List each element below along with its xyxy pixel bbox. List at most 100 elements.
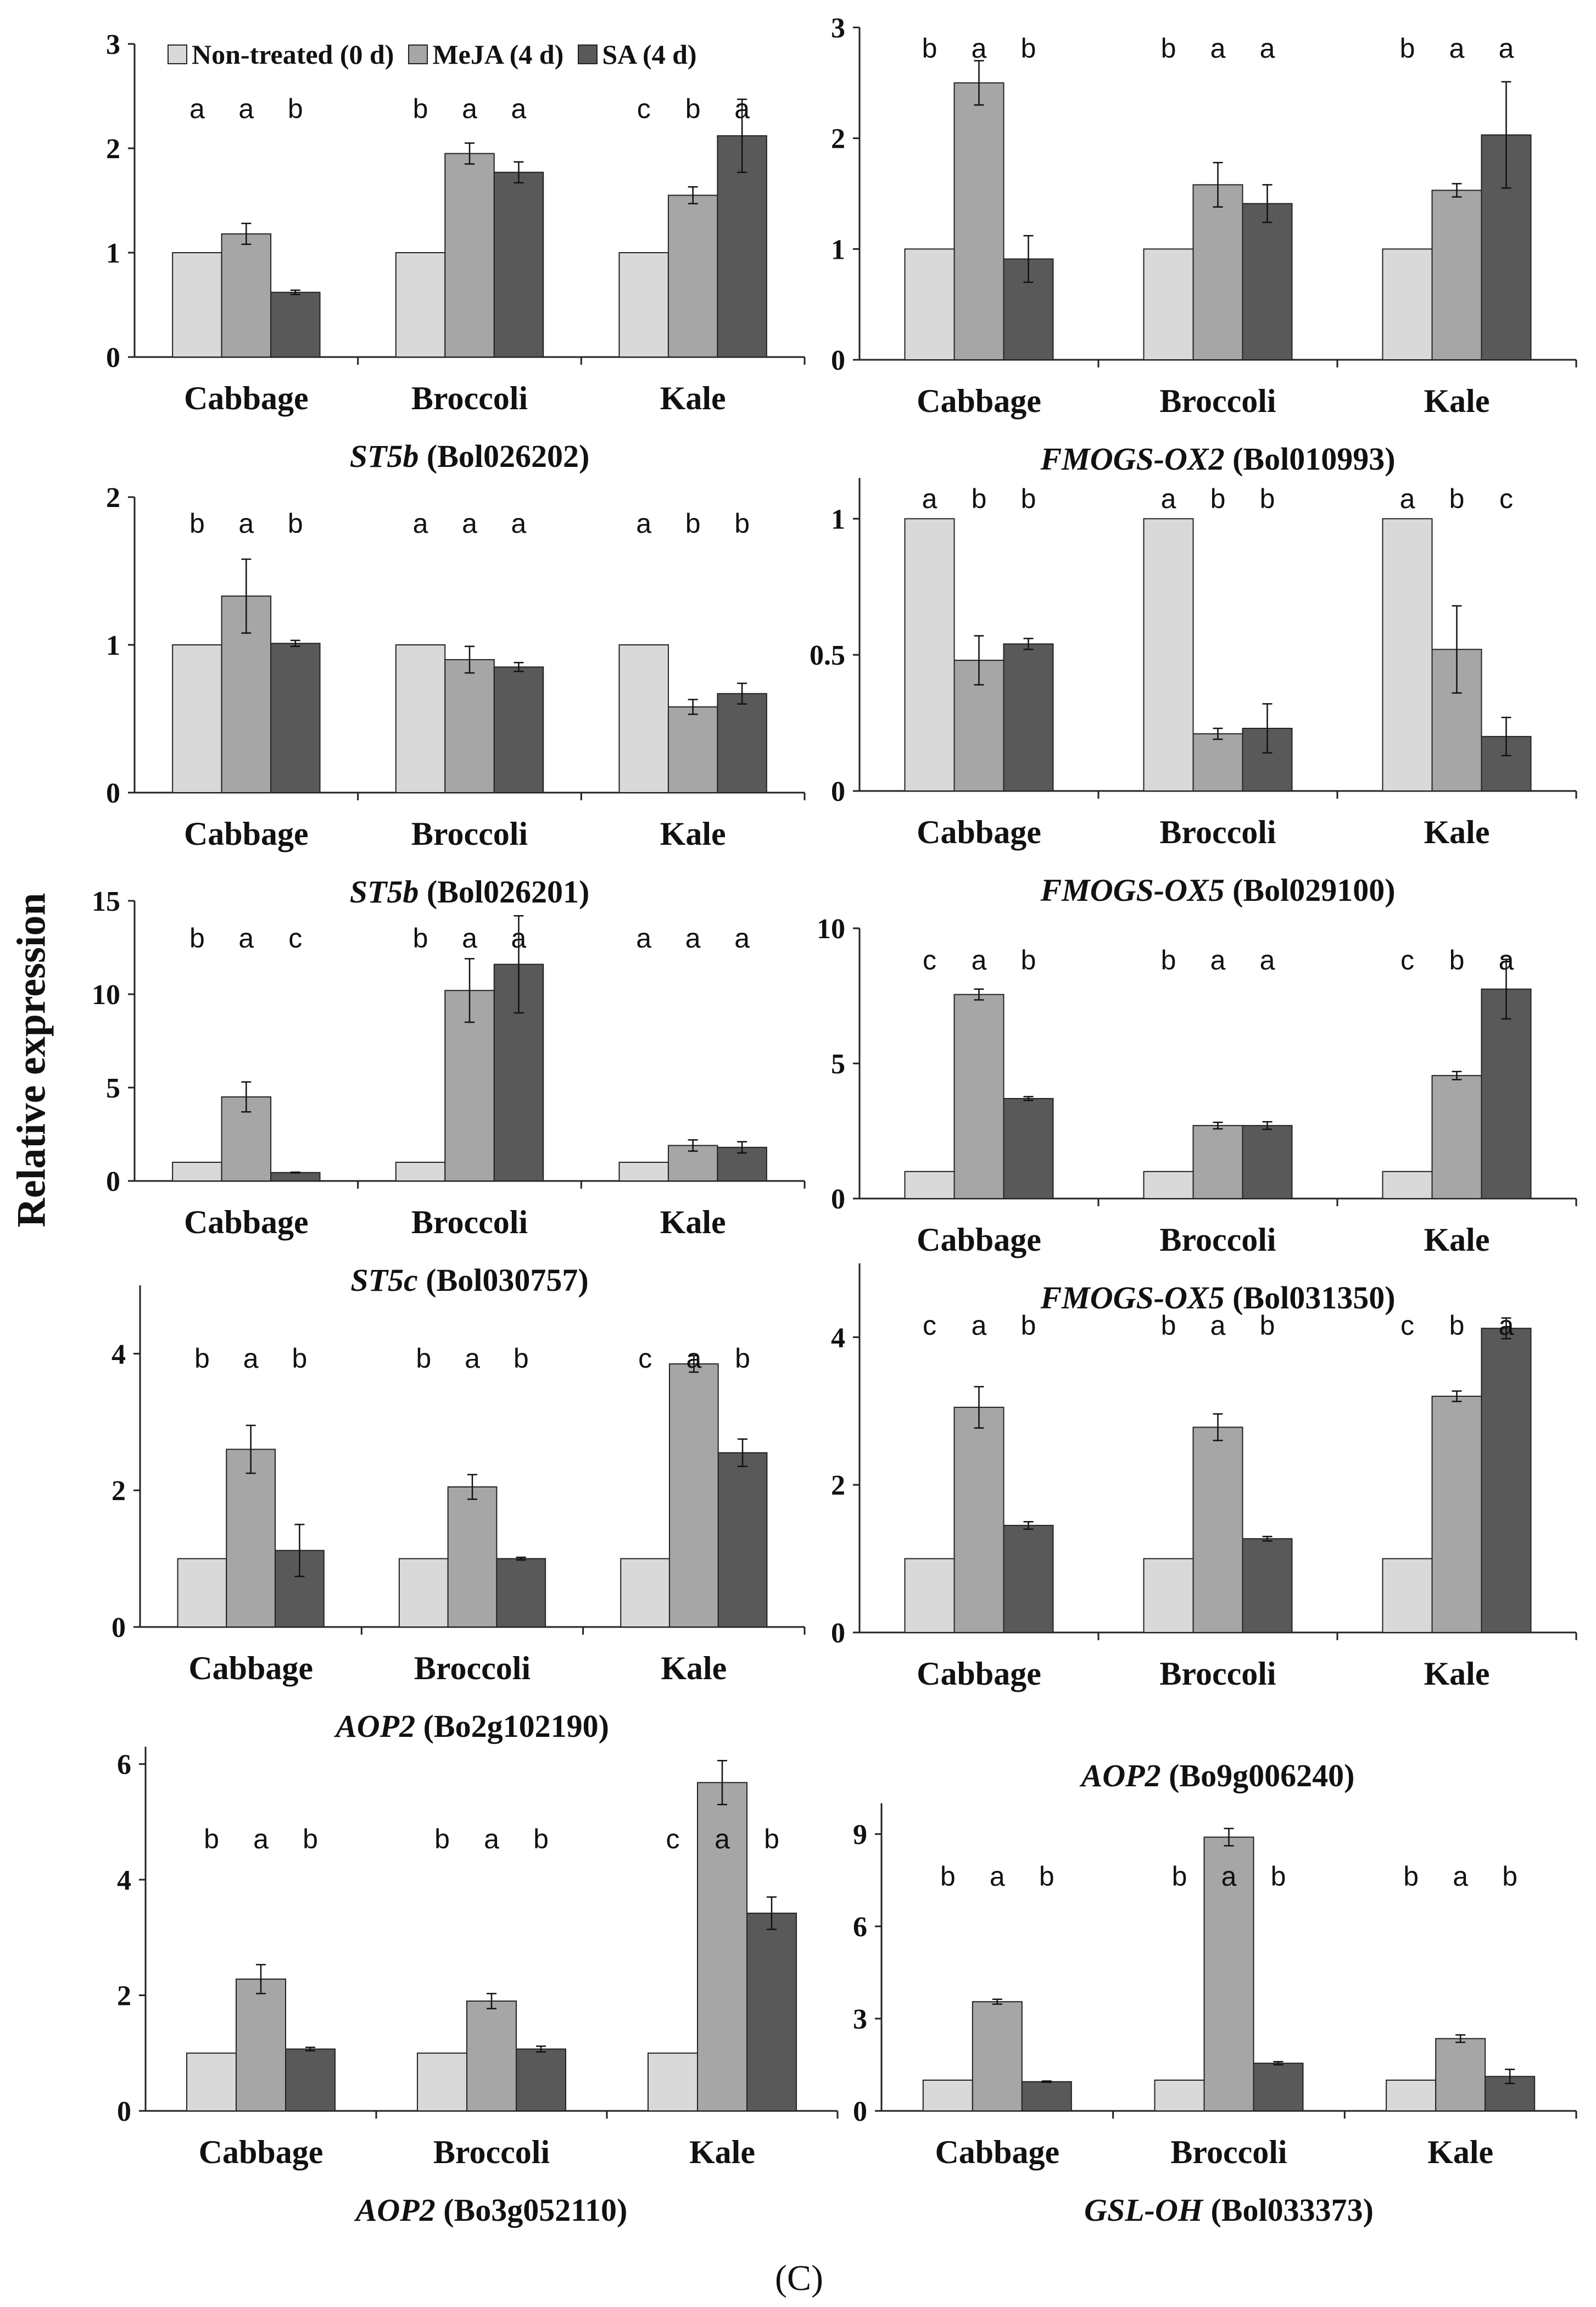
legend-label: SA (4 d) — [602, 39, 697, 70]
legend-label: MeJA (4 d) — [432, 39, 564, 70]
significance-letter: a — [1161, 483, 1176, 514]
panel-title-id: (Bo9g006240) — [1169, 1758, 1354, 1793]
bar-cabbage-series-0 — [172, 252, 222, 358]
significance-letter: a — [462, 923, 477, 954]
significance-letter: b — [1161, 1310, 1176, 1341]
significance-letter: b — [1172, 1861, 1187, 1892]
category-label: Kale — [1424, 383, 1490, 419]
y-tick-label: 5 — [106, 1073, 120, 1104]
category-label: Cabbage — [917, 383, 1041, 419]
bar-cabbage-series-0 — [904, 1558, 955, 1634]
bar-kale-series-2 — [746, 1913, 797, 2111]
y-tick-label: 2 — [111, 1475, 126, 1507]
legend-swatch — [578, 44, 598, 64]
panel-title-gene: AOP2 — [354, 2192, 444, 2228]
bar-broccoli-series-0 — [1143, 518, 1194, 792]
significance-letter: b — [288, 93, 303, 124]
bar-kale-series-0 — [1382, 518, 1433, 792]
bar-kale-series-1 — [667, 706, 718, 793]
bar-broccoli-series-2 — [1242, 1538, 1293, 1634]
bar-broccoli-series-1 — [1192, 184, 1243, 360]
significance-letter: b — [533, 1824, 549, 1854]
panel-title: FMOGS-OX2 (Bol010993) — [1040, 441, 1395, 477]
significance-letter: b — [1449, 1310, 1465, 1341]
bar-kale-series-1 — [697, 1782, 747, 2111]
category-label: Broccoli — [414, 1650, 531, 1686]
bar-broccoli-series-1 — [444, 659, 495, 794]
category-label: Kale — [689, 2134, 755, 2170]
bar-broccoli-series-1 — [447, 1486, 498, 1628]
category-label: Kale — [1424, 814, 1490, 850]
significance-letter: a — [734, 93, 750, 124]
significance-letter: a — [511, 93, 527, 124]
significance-letter: b — [413, 923, 428, 954]
bar-cabbage-series-2 — [270, 643, 321, 794]
significance-letter: b — [1021, 33, 1036, 64]
panel-title-id: (Bol030757) — [426, 1262, 588, 1298]
panel-title-gene: FMOGS-OX2 — [1040, 441, 1232, 477]
panel-title-id: (Bol010993) — [1232, 441, 1395, 477]
significance-letter: a — [1453, 1861, 1468, 1892]
significance-letter: b — [1210, 483, 1226, 514]
category-label: Kale — [660, 380, 726, 416]
panel-title: AOP2 (Bo9g006240) — [1080, 1758, 1355, 1793]
significance-letter: c — [1499, 483, 1513, 514]
bar-broccoli-series-1 — [466, 2000, 517, 2111]
significance-letter: a — [1221, 1861, 1237, 1892]
category-label: Broccoli — [411, 816, 528, 852]
category-label: Broccoli — [1159, 383, 1276, 419]
bar-kale-series-0 — [1386, 2080, 1437, 2111]
category-label: Cabbage — [188, 1650, 313, 1686]
significance-letter: b — [1021, 1310, 1036, 1341]
bar-cabbage-series-0 — [904, 518, 955, 792]
bar-cabbage-series-2 — [1003, 643, 1054, 792]
bar-kale-series-0 — [648, 2052, 698, 2112]
legend-item-non-treated: Non-treated (0 d) — [168, 38, 394, 70]
significance-letter: b — [1260, 483, 1275, 514]
bar-kale-series-1 — [1431, 1075, 1482, 1200]
significance-letter: b — [288, 508, 303, 539]
y-tick-label: 1 — [106, 238, 120, 269]
bar-broccoli-series-2 — [1242, 203, 1293, 360]
bar-broccoli-series-1 — [1203, 1836, 1254, 2112]
y-tick-label: 4 — [111, 1339, 126, 1370]
significance-letter: b — [194, 1343, 210, 1374]
bar-cabbage-series-0 — [904, 1171, 955, 1200]
significance-letter: b — [1021, 945, 1036, 976]
legend-item-meja: MeJA (4 d) — [408, 38, 563, 70]
significance-letter: a — [922, 483, 937, 514]
significance-letter: c — [638, 1343, 652, 1374]
significance-letter: c — [288, 923, 302, 954]
significance-letter: a — [685, 923, 701, 954]
significance-letter: b — [1260, 1310, 1275, 1341]
y-tick-label: 0.5 — [810, 640, 845, 671]
panel-title-gene: AOP2 — [334, 1708, 423, 1744]
bar-cabbage-series-0 — [172, 644, 222, 793]
y-tick-label: 9 — [853, 1819, 867, 1851]
y-tick-label: 2 — [106, 133, 120, 165]
bar-broccoli-series-2 — [516, 2048, 566, 2112]
bar-kale-series-1 — [667, 194, 718, 358]
bar-cabbage-series-2 — [270, 1172, 321, 1182]
bar-broccoli-series-2 — [493, 666, 544, 793]
significance-letter: a — [1210, 1310, 1226, 1341]
bar-broccoli-series-0 — [395, 252, 446, 358]
significance-letter: a — [734, 923, 750, 954]
significance-letter: c — [1400, 945, 1414, 976]
bar-cabbage-series-0 — [922, 2080, 973, 2111]
category-label: Cabbage — [184, 380, 309, 416]
bar-kale-series-0 — [620, 1558, 670, 1628]
significance-letter: b — [685, 93, 701, 124]
significance-letter: b — [1403, 1861, 1419, 1892]
y-tick-label: 1 — [106, 630, 120, 661]
panel-title: AOP2 (Bo3g052110) — [354, 2192, 628, 2228]
significance-letter: b — [1400, 33, 1415, 64]
category-label: Cabbage — [917, 1656, 1041, 1692]
significance-letter: b — [1161, 33, 1176, 64]
y-tick-label: 2 — [831, 124, 845, 155]
panel-title-id: (Bol026201) — [427, 874, 589, 910]
significance-letter: a — [1260, 945, 1275, 976]
significance-letter: a — [413, 508, 428, 539]
bar-kale-series-1 — [1435, 2038, 1486, 2111]
category-label: Kale — [661, 1650, 727, 1686]
